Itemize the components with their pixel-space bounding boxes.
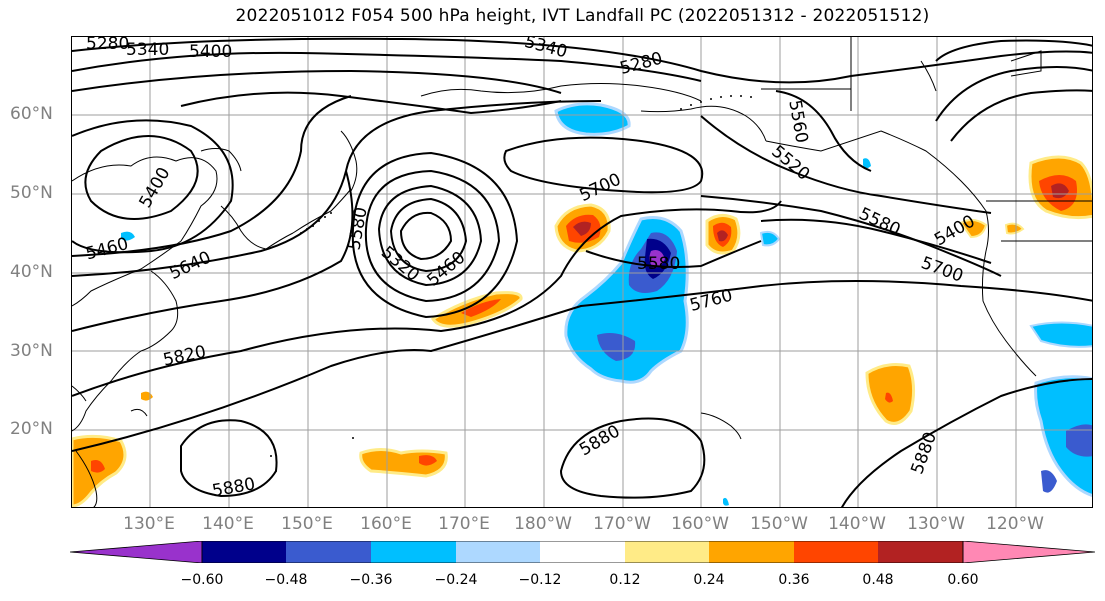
- lon-label-160w: 160°W: [671, 514, 729, 534]
- contour-label: 5400: [931, 211, 978, 250]
- lon-label-170e: 170°E: [438, 514, 490, 534]
- contour-label: 5280: [86, 37, 129, 54]
- colorbar-tick: −0.36: [349, 572, 393, 588]
- colorbar-segment: [625, 541, 709, 563]
- lat-label-40n: 40°N: [10, 262, 53, 282]
- colorbar: [70, 541, 1095, 563]
- colorbar-tick: −0.48: [264, 572, 308, 588]
- contour-label: 5760: [688, 285, 735, 316]
- lat-label-30n: 30°N: [10, 341, 53, 361]
- colorbar-segment-extend-high: [962, 541, 1095, 563]
- lat-label-60n: 60°N: [10, 104, 53, 124]
- colorbar-tick: 0.36: [778, 572, 810, 588]
- contour-label: 5460: [423, 248, 469, 291]
- contour-label: 5340: [522, 37, 569, 62]
- lon-label-150w: 150°W: [750, 514, 808, 534]
- contour-label: 5700: [577, 170, 625, 206]
- colorbar-segment: [202, 541, 286, 563]
- contour-label: 5820: [161, 342, 207, 371]
- contour-label: 5580: [856, 204, 904, 240]
- contour-label: 5580: [344, 206, 371, 252]
- graticule: [72, 37, 1092, 507]
- map-panel: 5280 5340 5400 5340 5280 5560 5400 5460 …: [71, 36, 1093, 508]
- ivt-positive-shading: [72, 155, 1092, 507]
- height-contours: [72, 37, 1092, 507]
- colorbar-tick: 0.48: [862, 572, 894, 588]
- colorbar-segment: [709, 541, 794, 563]
- lon-label-160e: 160°E: [360, 514, 412, 534]
- contour-label: 5280: [618, 48, 665, 79]
- figure-title: 2022051012 F054 500 hPa height, IVT Land…: [235, 6, 930, 26]
- contour-label: 5320: [377, 243, 423, 286]
- lon-label-120w: 120°W: [986, 514, 1044, 534]
- lon-label-130w: 130°W: [907, 514, 965, 534]
- colorbar-tick: −0.60: [180, 572, 224, 588]
- contour-label: 5880: [907, 429, 941, 476]
- colorbar-segment-extend-low: [70, 541, 203, 563]
- colorbar-tick: 0.60: [947, 572, 979, 588]
- colorbar-tick: −0.24: [434, 572, 478, 588]
- map-canvas: 5280 5340 5400 5340 5280 5560 5400 5460 …: [72, 37, 1092, 507]
- contour-label: 5580: [637, 254, 680, 274]
- contour-label: 5880: [211, 474, 257, 501]
- colorbar-segment: [794, 541, 878, 563]
- colorbar-tick: −0.12: [518, 572, 562, 588]
- contour-label: 5460: [84, 234, 131, 265]
- contour-label: 5400: [136, 164, 175, 211]
- colorbar-segment: [286, 541, 371, 563]
- lon-label-140w: 140°W: [828, 514, 886, 534]
- lat-label-50n: 50°N: [10, 183, 53, 203]
- contour-label: 5560: [784, 99, 811, 145]
- contour-label: 5400: [189, 42, 232, 62]
- colorbar-segment: [540, 541, 625, 563]
- colorbar-segment: [878, 541, 963, 563]
- lon-label-150e: 150°E: [281, 514, 333, 534]
- lon-label-140e: 140°E: [202, 514, 254, 534]
- contour-label: 5340: [126, 40, 169, 60]
- coastlines: [72, 37, 1092, 507]
- colorbar-tick: 0.12: [609, 572, 641, 588]
- lon-label-180w: 180°W: [514, 514, 572, 534]
- contour-label: 5640: [167, 248, 215, 284]
- colorbar-tick: 0.24: [693, 572, 725, 588]
- ivt-negative-shading: [121, 102, 1092, 506]
- lon-label-170w: 170°W: [593, 514, 651, 534]
- colorbar-segment: [456, 541, 540, 563]
- lon-label-130e: 130°E: [123, 514, 175, 534]
- colorbar-segment: [371, 541, 456, 563]
- lat-label-20n: 20°N: [10, 419, 53, 439]
